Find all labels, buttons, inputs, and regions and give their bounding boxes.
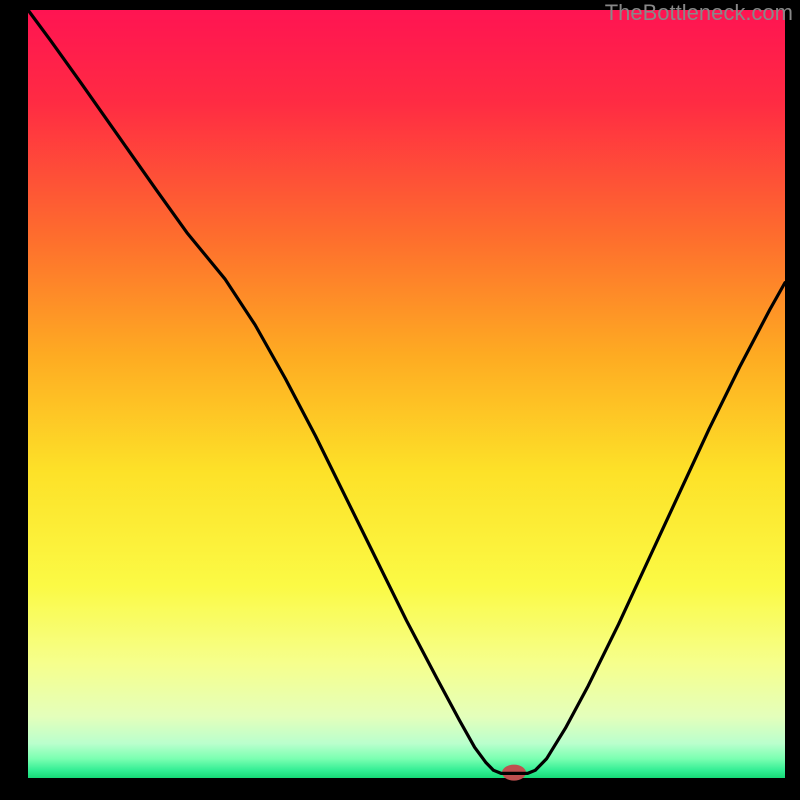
gradient-background xyxy=(28,10,785,778)
chart-svg xyxy=(0,0,800,800)
watermark-label: TheBottleneck.com xyxy=(605,0,793,26)
